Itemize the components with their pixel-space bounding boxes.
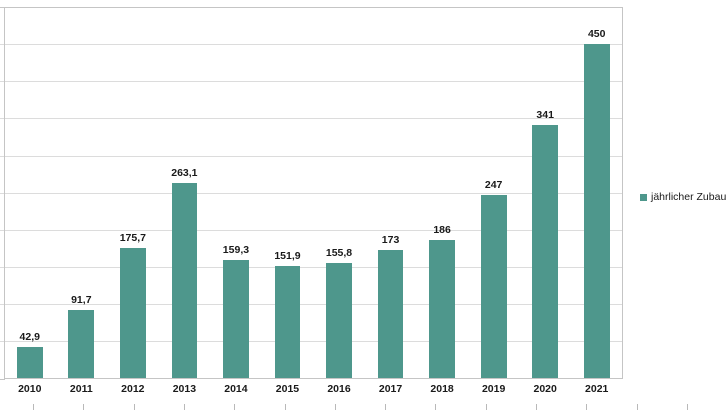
legend: jährlicher Zubau xyxy=(640,191,726,203)
bottom-axis-tick xyxy=(184,404,185,410)
bar-2019 xyxy=(480,194,507,379)
bottom-axis-tick xyxy=(33,404,34,410)
x-axis-label: 2014 xyxy=(224,382,248,395)
bar-2012 xyxy=(119,247,146,379)
legend-label: jährlicher Zubau xyxy=(651,191,727,203)
bottom-axis-tick xyxy=(285,404,286,410)
bar-value-label: 186 xyxy=(433,224,451,237)
bottom-axis-tick xyxy=(486,404,487,410)
bar-2018 xyxy=(429,240,455,379)
bottom-axis-tick xyxy=(687,404,688,410)
bar-2014 xyxy=(223,260,249,379)
bar-2021 xyxy=(583,44,610,379)
bar-2016 xyxy=(326,262,352,379)
bottom-axis-tick xyxy=(586,404,587,410)
bar-value-label: 159,3 xyxy=(222,244,250,257)
gridline xyxy=(0,230,623,231)
x-axis-label: 2017 xyxy=(378,382,403,395)
bottom-axis-tick xyxy=(536,404,537,410)
bottom-axis-tick xyxy=(385,404,386,410)
x-axis-label: 2013 xyxy=(172,382,197,395)
bar-2020 xyxy=(532,125,559,379)
gridline xyxy=(0,193,623,194)
x-axis-label: 2020 xyxy=(533,382,557,395)
x-axis-label: 2021 xyxy=(585,382,609,395)
gridline xyxy=(0,267,623,268)
x-axis-label: 2010 xyxy=(18,382,42,395)
gridline xyxy=(0,341,623,342)
bottom-axis-tick xyxy=(83,404,84,410)
bar-value-label: 155,8 xyxy=(325,246,353,259)
bar-value-label: 247 xyxy=(484,178,503,191)
y-axis-tick xyxy=(0,7,5,8)
bar-2015 xyxy=(274,265,301,379)
gridline xyxy=(0,81,623,82)
bottom-axis-tick xyxy=(134,404,135,410)
bottom-axis-tick xyxy=(637,404,638,410)
bottom-axis-tick xyxy=(335,404,336,410)
x-axis-label: 2015 xyxy=(275,382,300,395)
bar-value-label: 91,7 xyxy=(71,294,92,307)
x-axis-label: 2012 xyxy=(121,382,145,395)
bar-value-label: 341 xyxy=(536,109,554,122)
gridline xyxy=(0,44,623,45)
bar-2017 xyxy=(377,249,404,379)
bar-value-label: 173 xyxy=(381,233,400,246)
bar-2013 xyxy=(171,183,198,379)
gridline xyxy=(0,118,623,119)
bar-value-label: 450 xyxy=(587,28,606,41)
bar-value-label: 175,7 xyxy=(119,231,146,244)
legend-color-swatch xyxy=(640,193,647,201)
bar-2011 xyxy=(68,310,95,379)
gridline xyxy=(0,156,623,157)
gridline xyxy=(0,304,623,305)
x-axis-label: 2019 xyxy=(481,382,506,395)
x-axis-label: 2018 xyxy=(430,382,454,395)
bar-value-label: 263,1 xyxy=(171,167,198,180)
bar-value-label: 151,9 xyxy=(274,249,301,262)
bottom-axis-tick xyxy=(234,404,235,410)
bar-2010 xyxy=(16,346,43,379)
bottom-axis-tick xyxy=(435,404,436,410)
x-axis-label: 2016 xyxy=(327,382,351,395)
x-axis-label: 2011 xyxy=(69,382,93,395)
bar-value-label: 42,9 xyxy=(19,330,40,343)
y-axis-tick xyxy=(0,379,5,380)
